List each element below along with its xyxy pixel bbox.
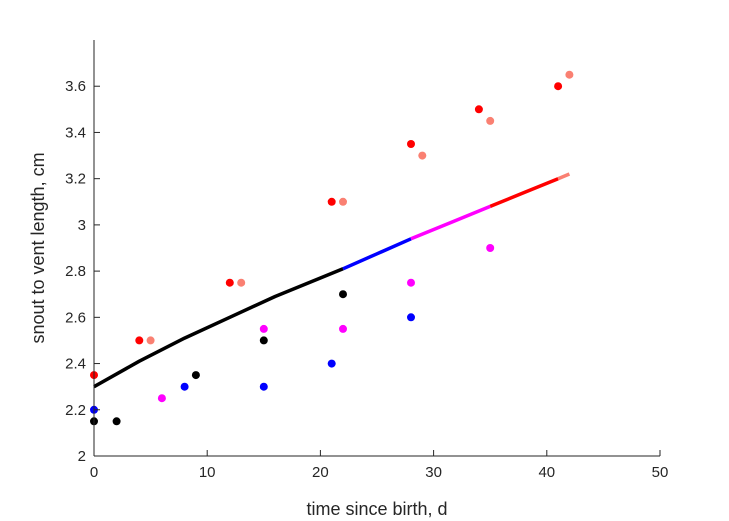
y-tick-label: 2.6 [65,309,86,326]
data-point [407,140,415,148]
data-point [474,105,483,114]
data-point [135,336,144,345]
y-tick-label: 3 [78,217,86,234]
x-tick-label: 20 [312,464,329,481]
fit-line-segment-1 [93,267,344,389]
y-tick-label: 2 [78,448,86,465]
fit-line-segment-3 [410,204,491,241]
data-point [225,278,234,287]
x-tick-label: 10 [199,464,216,481]
fit-line-segment-5 [557,172,571,181]
data-point [327,359,336,368]
data-point [339,290,347,299]
x-tick-label: 30 [425,464,442,481]
y-tick-label: 3.2 [65,171,86,188]
data-point [259,324,268,333]
data-point [146,336,155,345]
data-point [191,371,200,380]
x-tick-label: 50 [652,464,669,481]
data-point [554,82,563,91]
data-point [180,382,189,391]
fit-line-segment-2 [342,237,412,271]
y-tick-label: 3.6 [65,78,86,95]
data-point [327,197,336,206]
x-axis-label: time since birth, d [306,499,447,519]
plot-marks [90,70,574,426]
data-point [486,116,495,125]
y-tick-label: 2.4 [65,356,86,373]
x-tick-label: 0 [90,464,98,481]
data-point [157,394,166,403]
data-point [259,336,268,345]
data-point [418,151,427,160]
data-point [237,278,246,287]
data-point [407,278,415,287]
x-tick-label: 40 [538,464,555,481]
y-tick-label: 2.8 [65,263,86,280]
data-point [112,417,121,426]
data-point [339,197,347,206]
data-point [339,324,347,333]
data-point [259,382,268,391]
fit-line-segment-4 [489,177,559,209]
data-point [565,70,574,79]
y-tick-label: 2.2 [65,402,86,419]
y-tick-label: 3.4 [65,124,86,141]
axes: 0 10 20 30 40 50 2 2.2 2.4 2.6 2.8 3 3.2 3.4 3.6 [65,40,668,481]
data-point [486,244,495,252]
y-axis-label: snout to vent length, cm [28,152,48,343]
data-point [407,313,415,322]
